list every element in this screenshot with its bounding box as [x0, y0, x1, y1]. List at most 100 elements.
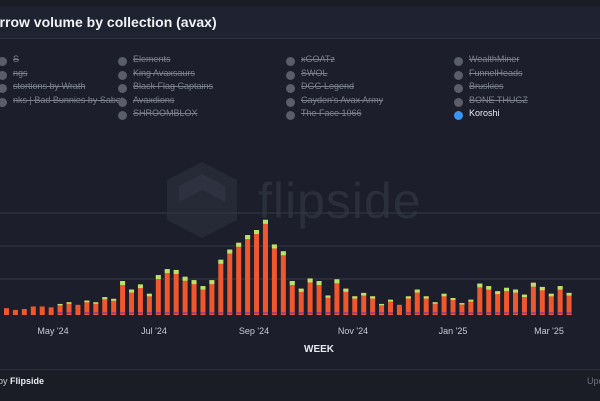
bar-segment-top — [146, 293, 152, 297]
legend-item[interactable]: nks | Bad Bunnies by Sabet — [13, 95, 124, 105]
bar-segment-base — [334, 312, 340, 314]
bar-segment-top — [468, 299, 474, 302]
legend-item[interactable]: Koroshi — [469, 108, 500, 118]
bar — [432, 302, 438, 315]
bar-segment-top — [486, 286, 492, 290]
legend-item[interactable]: Elements — [133, 54, 171, 64]
bar-segment-top — [289, 281, 295, 285]
legend-dot-icon[interactable] — [118, 111, 127, 120]
bar-segment-base — [495, 312, 501, 314]
bar-segment-base — [182, 312, 188, 314]
bar — [423, 296, 429, 315]
bar — [200, 286, 206, 315]
bar-segment-top — [191, 280, 197, 285]
bar-segment-top — [530, 282, 536, 287]
legend-dot-icon[interactable] — [0, 98, 7, 107]
legend-dot-icon[interactable] — [0, 57, 7, 66]
bar-segment-top — [370, 296, 376, 299]
legend-dot-icon[interactable] — [454, 98, 463, 107]
legend-dot-icon[interactable] — [286, 71, 295, 80]
legend-item[interactable]: DGG Legend — [301, 81, 355, 91]
legend-item[interactable]: Black Flag Captains — [133, 81, 214, 91]
bar-segment-base — [298, 312, 304, 314]
bar-segment-base — [254, 312, 260, 314]
bar-segment-top — [57, 303, 63, 306]
legend-item[interactable]: Bruskies — [469, 81, 504, 91]
legend-dot-icon[interactable] — [118, 57, 127, 66]
bar — [513, 289, 519, 315]
bar — [21, 309, 27, 315]
legend-item[interactable]: S — [13, 54, 20, 64]
legend-dot-icon[interactable] — [118, 71, 127, 80]
bar-segment-base — [93, 312, 99, 314]
bar-segment-top — [93, 302, 99, 304]
legend-item[interactable]: stortions by Wrath — [13, 81, 86, 91]
bar-segment-base — [387, 312, 393, 314]
legend-dot-icon[interactable] — [454, 57, 463, 66]
bar-segment-top — [379, 303, 385, 306]
bar — [137, 284, 143, 315]
bar — [495, 291, 501, 315]
bar-segment-top — [129, 289, 135, 293]
bar — [129, 289, 135, 315]
legend-dot-icon[interactable] — [286, 84, 295, 93]
legend-item[interactable]: xGOATz — [301, 54, 335, 64]
bar — [370, 296, 376, 315]
legend-dot-icon[interactable] — [454, 84, 463, 93]
bar-segment-base — [450, 312, 456, 314]
legend-item[interactable]: Cayden's Avax Army — [301, 95, 384, 105]
bar — [325, 295, 331, 315]
legend-dot-icon[interactable] — [118, 98, 127, 107]
bar-segment-base — [343, 312, 349, 314]
legend-item[interactable]: The Face 1066 — [301, 108, 362, 118]
bar-segment-top — [307, 278, 313, 283]
legend-dot-icon[interactable] — [454, 71, 463, 80]
bar-segment-base — [307, 312, 313, 314]
bar — [93, 302, 99, 315]
legend-item[interactable]: FunnelHeads — [469, 68, 523, 78]
bar — [280, 251, 286, 315]
legend-item[interactable]: WealthMiner — [469, 54, 520, 64]
bar-segment-top — [504, 287, 510, 292]
bar-segment-top — [120, 281, 126, 285]
bar-segment-base — [441, 312, 447, 314]
legend-dot-icon[interactable] — [286, 111, 295, 120]
legend-item[interactable]: SWOL — [301, 68, 328, 78]
bar-segment-top — [432, 302, 438, 304]
bar-segment-top — [66, 302, 72, 304]
legend-dot-icon[interactable] — [0, 84, 7, 93]
bar-segment-top — [218, 259, 224, 264]
bar-segment-top — [254, 230, 260, 234]
bar — [164, 269, 170, 315]
legend-dot-icon[interactable] — [286, 57, 295, 66]
bar-segment-top — [164, 269, 170, 274]
chart-header: orrow volume by collection (avax) — [0, 6, 600, 39]
bar — [343, 288, 349, 315]
x-tick-label: Sep '24 — [238, 326, 270, 336]
bar — [146, 293, 152, 315]
bar — [289, 281, 295, 315]
bar-segment-base — [459, 312, 465, 314]
bar — [557, 286, 563, 315]
bar-segment-base — [191, 312, 197, 314]
legend-item[interactable]: King Avaxsaurs — [133, 68, 195, 78]
legend-dot-icon[interactable] — [0, 71, 7, 80]
legend-item[interactable]: ngs — [13, 68, 28, 78]
bar-segment-top — [405, 296, 411, 299]
legend-dot-icon[interactable] — [454, 111, 463, 120]
bar-segment-top — [495, 291, 501, 295]
legend-dot-icon[interactable] — [286, 98, 295, 107]
legend-item[interactable]: Avaxdions — [133, 95, 175, 105]
bar — [209, 280, 215, 315]
legend-dot-icon[interactable] — [118, 84, 127, 93]
bar — [48, 307, 54, 315]
bar — [84, 300, 90, 315]
bar-segment-top — [334, 279, 340, 284]
legend-item[interactable]: SHROOMBLOX — [133, 108, 198, 118]
bar-segment-base — [271, 312, 277, 314]
bar-segment-base — [84, 312, 90, 314]
bar-segment-top — [361, 292, 367, 296]
bar-segment-top — [441, 293, 447, 297]
bar-segment-top — [423, 296, 429, 299]
legend-item[interactable]: BONE THUGZ — [469, 95, 528, 105]
